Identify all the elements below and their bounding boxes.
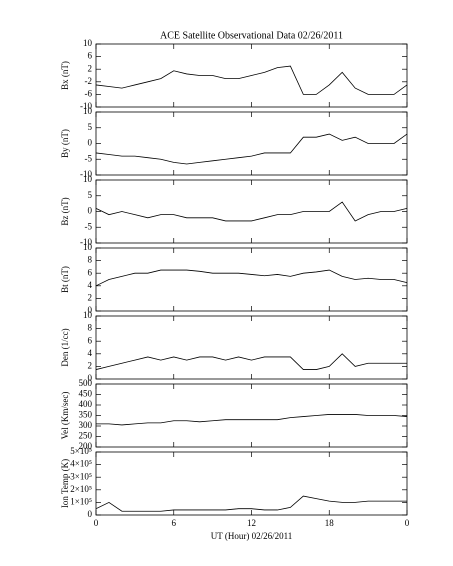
y-tick-label: 5×10⁵ [70,446,92,456]
y-tick-label: 4×10⁵ [70,459,92,469]
y-tick-label: 350 [79,410,93,420]
data-line [95,133,408,165]
x-tick-label: 18 [325,518,335,528]
chart-title: ACE Satellite Observational Data 02/26/2… [160,30,343,41]
y-tick-label: -2 [85,76,93,86]
y-tick-label: 10 [83,106,93,116]
y-tick-label: 10 [83,242,93,252]
x-tick-label: 0 [94,518,99,528]
y-tick-label: 2 [88,63,93,73]
y-tick-label: 5 [88,122,93,132]
data-line [95,353,407,370]
y-tick-label: 450 [79,389,93,399]
data-line [95,201,408,222]
y-tick-label: 0 [88,206,93,216]
y-tick-label: 8 [88,255,93,265]
panel-frame [95,315,408,380]
y-tick-label: 4 [88,348,93,358]
y-tick-label: 10 [83,38,93,48]
y-axis-label: Bx (nT) [60,61,70,90]
panel-frame [95,111,408,176]
y-tick-label: 1×10⁵ [70,496,92,506]
x-tick-label: 12 [247,518,256,528]
y-tick-label: 250 [79,431,93,441]
y-tick-label: 3×10⁵ [70,471,92,481]
y-tick-label: -6 [85,88,93,98]
y-tick-label: 500 [79,378,93,388]
y-tick-label: 6 [88,267,93,277]
data-line [96,414,408,426]
y-axis-label: Ion Temp (K) [60,459,70,508]
y-tick-label: 300 [79,420,93,430]
y-tick-label: 0 [88,509,93,519]
panel-frame [95,247,408,312]
y-tick-label: 0 [88,138,93,148]
y-tick-label: -10 [80,101,92,111]
y-tick-label: 6 [88,51,93,61]
y-tick-label: 2 [88,360,93,370]
y-tick-label: -5 [85,153,93,163]
y-tick-label: -10 [80,169,92,179]
y-axis-label: Bz (nT) [60,197,70,225]
y-tick-label: 4 [88,280,93,290]
x-axis-label: UT (Hour) 02/26/2011 [211,531,293,541]
data-line [95,495,407,512]
y-tick-label: 10 [83,174,93,184]
y-tick-label: -10 [80,237,92,247]
x-tick-label: 6 [172,518,177,528]
y-tick-label: 2 [88,292,93,302]
y-axis-label: Den (1/cc) [60,328,70,366]
y-tick-label: 400 [79,399,93,409]
panel-frame [95,179,408,244]
y-tick-label: 8 [88,323,93,333]
panel-frame [95,383,408,448]
y-tick-label: 0 [88,373,93,383]
y-tick-label: 200 [79,441,93,451]
y-tick-label: 6 [88,335,93,345]
y-axis-label: By (nT) [60,129,70,158]
y-axis-label: Bt (nT) [60,266,70,293]
y-tick-label: 10 [83,310,93,320]
panel-frame [95,451,408,516]
data-line [95,65,408,95]
y-tick-label: 0 [88,305,93,315]
y-tick-label: 2×10⁵ [70,484,92,494]
x-tick-label: 0 [405,518,410,528]
y-tick-label: -5 [85,221,93,231]
data-line [95,269,408,287]
y-axis-label: Vel (Km/sec) [60,392,70,440]
y-tick-label: 5 [88,190,93,200]
